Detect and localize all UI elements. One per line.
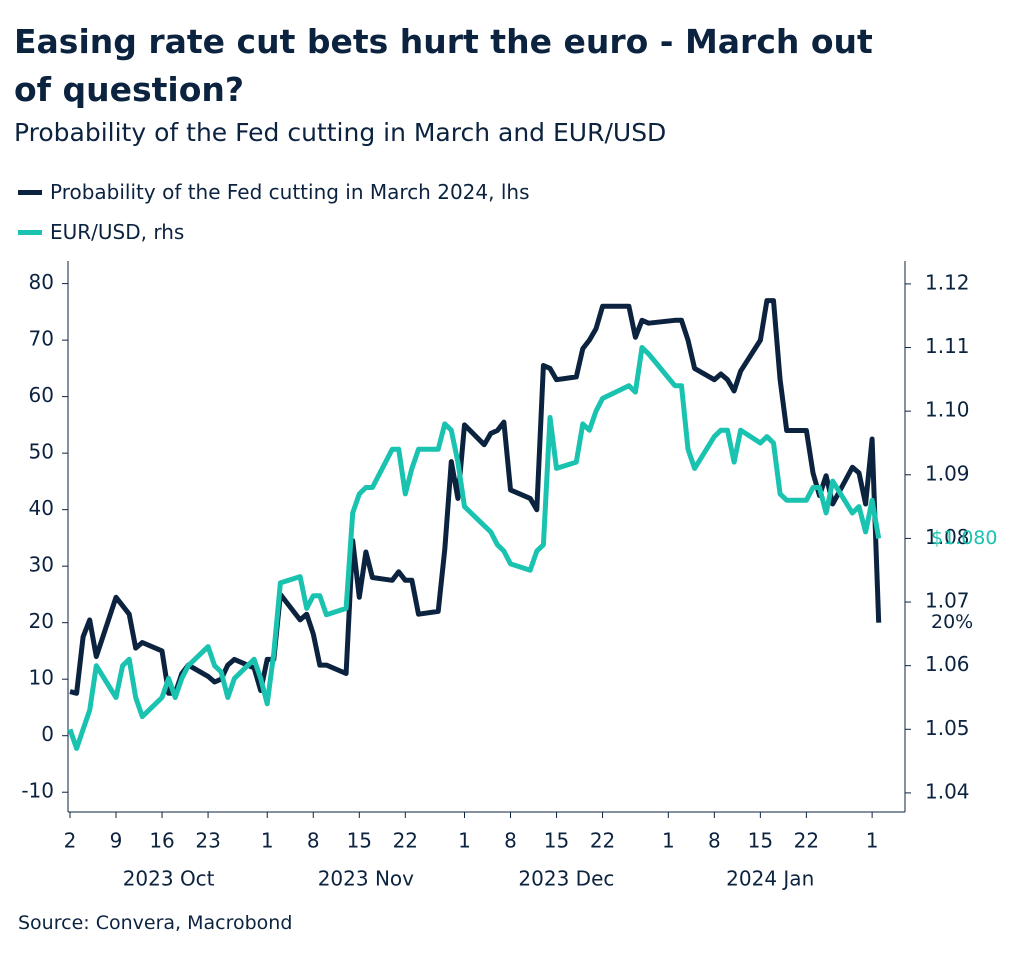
chart-subtitle: Probability of the Fed cutting in March … bbox=[14, 118, 667, 147]
y2-tick-label: 1.04 bbox=[925, 779, 970, 803]
y-tick-label: 30 bbox=[29, 553, 54, 577]
chart-title: Easing rate cut bets hurt the euro - Mar… bbox=[14, 22, 873, 109]
x-tick-label: 15 bbox=[748, 829, 773, 853]
x-group-label: 2023 Nov bbox=[318, 867, 414, 891]
x-tick-label: 15 bbox=[544, 829, 569, 853]
y2-tick-label: 1.06 bbox=[925, 652, 970, 676]
series-line bbox=[69, 298, 882, 696]
y-tick-label: 60 bbox=[29, 383, 54, 407]
source-note: Source: Convera, Macrobond bbox=[18, 912, 293, 934]
legend-swatch bbox=[18, 229, 42, 235]
x-tick-label: 1 bbox=[866, 829, 879, 853]
end-label: 20% bbox=[931, 611, 973, 633]
legend-label: EUR/USD, rhs bbox=[50, 220, 185, 244]
x-group-label: 2023 Dec bbox=[518, 867, 614, 891]
legend-label: Probability of the Fed cutting in March … bbox=[50, 180, 530, 204]
x-tick-label: 1 bbox=[458, 829, 471, 853]
y-tick-label: -10 bbox=[21, 779, 54, 803]
y-tick-label: 10 bbox=[29, 666, 54, 690]
x-tick-label: 16 bbox=[149, 829, 174, 853]
x-tick-label: 8 bbox=[504, 829, 517, 853]
legend-item: EUR/USD, rhs bbox=[18, 220, 184, 244]
x-tick-label: 22 bbox=[590, 829, 615, 853]
x-tick-label: 9 bbox=[110, 829, 123, 853]
legend-item: Probability of the Fed cutting in March … bbox=[18, 180, 529, 204]
y2-tick-label: 1.09 bbox=[925, 461, 970, 485]
x-tick-label: 1 bbox=[261, 829, 274, 853]
x-tick-label: 23 bbox=[195, 829, 220, 853]
x-tick-label: 22 bbox=[794, 829, 819, 853]
x-tick-label: 22 bbox=[393, 829, 418, 853]
x-tick-label: 15 bbox=[347, 829, 372, 853]
x-tick-label: 2 bbox=[64, 829, 77, 853]
series-line bbox=[67, 345, 882, 751]
y-tick-label: 0 bbox=[41, 722, 54, 746]
end-label: $1.080 bbox=[931, 527, 997, 549]
y-tick-label: 50 bbox=[29, 440, 54, 464]
y-tick-label: 20 bbox=[29, 609, 54, 633]
y2-tick-label: 1.12 bbox=[925, 270, 970, 294]
x-tick-label: 1 bbox=[662, 829, 675, 853]
y2-tick-label: 1.05 bbox=[925, 716, 970, 740]
y2-tick-label: 1.07 bbox=[925, 589, 970, 613]
y2-tick-label: 1.11 bbox=[925, 334, 970, 358]
x-group-label: 2024 Jan bbox=[726, 867, 814, 891]
y2-tick-label: 1.10 bbox=[925, 398, 970, 422]
x-tick-label: 8 bbox=[307, 829, 320, 853]
x-tick-label: 8 bbox=[708, 829, 721, 853]
y-tick-label: 40 bbox=[29, 496, 54, 520]
y-tick-label: 80 bbox=[29, 270, 54, 294]
legend-swatch bbox=[18, 189, 42, 195]
y-tick-label: 70 bbox=[29, 327, 54, 351]
x-group-label: 2023 Oct bbox=[123, 867, 215, 891]
y2-tick-label: 1.08 bbox=[925, 525, 970, 549]
